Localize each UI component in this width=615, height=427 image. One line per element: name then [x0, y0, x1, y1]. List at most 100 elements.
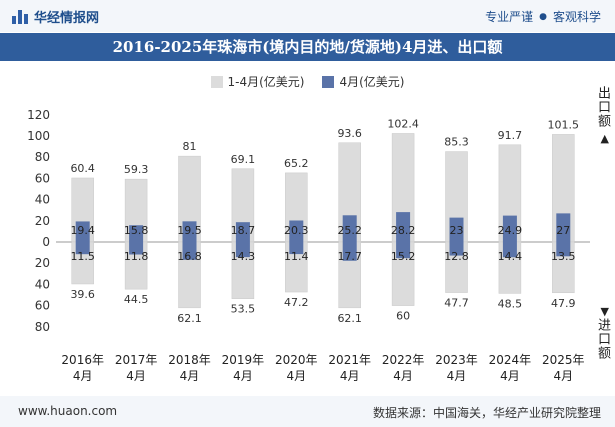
x-tick-label: 2024年 4月 — [489, 353, 532, 383]
bar-monthly-export — [235, 222, 250, 242]
legend-label-monthly: 4月(亿美元) — [339, 75, 405, 89]
label-monthly-export: 28.2 — [391, 224, 416, 237]
slogan-1: 专业严谨 — [485, 10, 534, 24]
label-cumulative-export: 59.3 — [124, 163, 149, 176]
legend: 1-4月(亿美元) 4月(亿美元) — [0, 73, 615, 90]
y-tick-label: 60 — [35, 171, 50, 185]
export-side-label: 出口额 — [595, 86, 610, 128]
y-tick-label: 60 — [35, 299, 50, 313]
label-monthly-import: 11.4 — [284, 250, 309, 263]
legend-swatch-cumulative — [210, 75, 223, 88]
x-tick-label: 2023年 4月 — [435, 353, 478, 383]
x-tick-label: 2019年 4月 — [222, 353, 265, 383]
label-monthly-import: 12.8 — [444, 250, 469, 263]
label-cumulative-export: 91.7 — [498, 129, 523, 142]
up-arrow-icon: ▲ — [600, 132, 609, 145]
x-tick-label: 2025年 4月 — [542, 353, 585, 383]
x-tick-line: 4月 — [180, 369, 200, 383]
label-monthly-export: 15.8 — [124, 224, 149, 237]
label-monthly-export: 25.2 — [337, 224, 362, 237]
bar-monthly-import — [235, 242, 250, 258]
slogan-2: 客观科学 — [552, 10, 601, 24]
bar-monthly-export — [396, 212, 411, 242]
slogan: 专业严谨 ● 客观科学 — [485, 8, 601, 25]
bar-monthly-export — [289, 220, 304, 242]
label-monthly-export: 23 — [450, 224, 464, 237]
label-monthly-import: 11.5 — [70, 250, 95, 263]
label-cumulative-import: 47.9 — [551, 297, 576, 310]
legend-item-monthly: 4月(亿美元) — [322, 73, 404, 90]
brand[interactable]: 华经情报网 — [12, 7, 99, 26]
x-tick-line: 4月 — [73, 369, 93, 383]
x-tick-label: 2018年 4月 — [168, 353, 211, 383]
y-tick-label: 40 — [35, 193, 50, 207]
import-side-label: 进口额 — [595, 318, 610, 360]
x-tick-line: 4月 — [340, 369, 360, 383]
footer: www.huaon.com 数据来源：中国海关，华经产业研究院整理 — [0, 396, 615, 427]
x-tick-line: 4月 — [286, 369, 306, 383]
label-monthly-import: 15.2 — [391, 250, 416, 263]
x-tick-label: 2017年 4月 — [115, 353, 158, 383]
label-monthly-import: 17.7 — [337, 250, 362, 263]
x-tick-line: 4月 — [233, 369, 253, 383]
label-cumulative-import: 62.1 — [177, 312, 202, 325]
x-tick-line: 4月 — [393, 369, 413, 383]
site-link[interactable]: www.huaon.com — [18, 404, 118, 418]
label-cumulative-export: 102.4 — [387, 117, 419, 130]
label-monthly-import: 11.8 — [124, 250, 149, 263]
legend-swatch-monthly — [322, 75, 335, 88]
label-cumulative-export: 101.5 — [548, 118, 580, 131]
label-monthly-export: 18.7 — [231, 224, 256, 237]
x-tick-line: 2016年 — [61, 353, 104, 367]
label-monthly-export: 19.5 — [177, 224, 202, 237]
label-cumulative-import: 44.5 — [124, 293, 149, 306]
bar-monthly-export — [342, 215, 357, 242]
bar-monthly-import — [556, 242, 571, 257]
label-monthly-import: 14.3 — [231, 250, 256, 263]
x-tick-label: 2022年 4月 — [382, 353, 425, 383]
bar-monthly-export — [449, 217, 464, 242]
down-arrow-icon: ▼ — [600, 305, 609, 318]
x-tick-label: 2021年 4月 — [328, 353, 371, 383]
label-cumulative-import: 60 — [396, 310, 410, 323]
top-bar: 华经情报网 专业严谨 ● 客观科学 — [0, 0, 615, 32]
label-monthly-export: 19.4 — [70, 224, 95, 237]
bar-monthly-import — [449, 242, 464, 256]
x-tick-line: 2017年 — [115, 353, 158, 367]
label-cumulative-export: 81 — [183, 140, 197, 153]
label-cumulative-import: 47.2 — [284, 296, 309, 309]
bar-monthly-import — [289, 242, 304, 255]
label-cumulative-export: 93.6 — [337, 127, 362, 140]
x-tick-line: 4月 — [500, 369, 520, 383]
label-cumulative-import: 47.7 — [444, 297, 469, 310]
bar-monthly-import — [342, 242, 357, 261]
label-monthly-export: 27 — [556, 224, 570, 237]
y-tick-label: 80 — [35, 150, 50, 164]
x-tick-line: 2019年 — [222, 353, 265, 367]
legend-label-cumulative: 1-4月(亿美元) — [227, 75, 305, 89]
label-cumulative-export: 65.2 — [284, 157, 309, 170]
label-monthly-import: 13.5 — [551, 250, 576, 263]
x-tick-line: 2025年 — [542, 353, 585, 367]
data-source: 数据来源：中国海关，华经产业研究院整理 — [372, 406, 601, 420]
label-monthly-export: 24.9 — [498, 224, 523, 237]
x-tick-line: 4月 — [447, 369, 467, 383]
label-cumulative-import: 39.6 — [70, 288, 95, 301]
x-tick-line: 2020年 — [275, 353, 318, 367]
y-tick-label: 20 — [35, 256, 50, 270]
bar-monthly-import — [502, 242, 517, 258]
x-tick-line: 4月 — [553, 369, 573, 383]
y-tick-label: 0 — [42, 235, 50, 249]
y-tick-label: 20 — [35, 214, 50, 228]
bar-logo-icon — [12, 9, 28, 24]
x-tick-label: 2020年 4月 — [275, 353, 318, 383]
chart-title: 2016-2025年珠海市(境内目的地/货源地)4月进、出口额 — [0, 33, 615, 61]
bar-chart: 120 100 80 60 40 20 0 20 40 60 80 60.4 39.6 19.4 11.5… — [27, 108, 590, 383]
x-tick-line: 2024年 — [489, 353, 532, 367]
bar-monthly-export — [75, 221, 90, 242]
label-cumulative-import: 53.5 — [231, 303, 256, 316]
bar-monthly-import — [182, 242, 197, 260]
label-cumulative-import: 62.1 — [337, 312, 362, 325]
label-cumulative-export: 60.4 — [70, 162, 95, 175]
